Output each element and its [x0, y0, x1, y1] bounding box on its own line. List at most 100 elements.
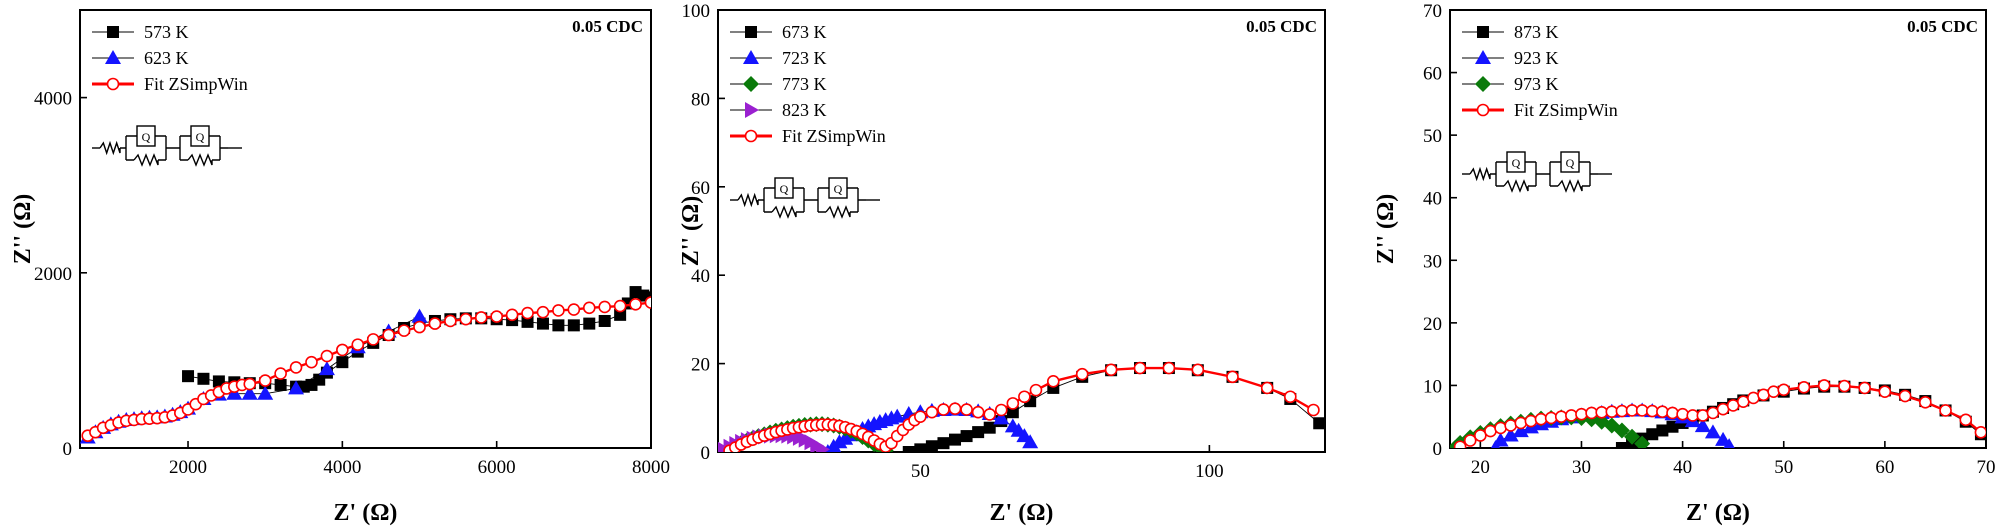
svg-text:Q: Q	[1512, 156, 1521, 170]
data-point	[889, 408, 906, 423]
x-tick-label: 40	[1673, 457, 1692, 478]
legend-label: Fit ZSimpWin	[782, 126, 886, 146]
data-point	[583, 317, 596, 330]
legend-marker	[107, 26, 119, 38]
data-point	[197, 372, 210, 385]
data-point	[960, 403, 973, 416]
data-point	[382, 328, 395, 342]
x-tick-label: 50	[911, 461, 930, 482]
legend-marker	[743, 50, 759, 64]
data-point	[1512, 423, 1529, 438]
data-point	[960, 430, 973, 443]
x-axis-title: Z' (Ω)	[334, 500, 398, 526]
svg-text:Q: Q	[780, 182, 789, 196]
data-point	[1838, 379, 1851, 393]
data-point	[1006, 397, 1020, 410]
data-point	[937, 437, 950, 450]
data-point	[182, 370, 195, 383]
legend-marker	[105, 50, 121, 64]
data-point	[1463, 434, 1477, 447]
data-point	[1133, 361, 1147, 375]
data-point	[1615, 442, 1628, 448]
y-tick-label: 30	[1423, 251, 1442, 272]
y-tick-label: 2000	[34, 264, 72, 285]
data-point	[948, 402, 962, 415]
data-point	[459, 312, 473, 326]
data-point	[1494, 421, 1507, 435]
legend-marker	[745, 26, 757, 38]
legend-label: 873 K	[1514, 22, 1559, 42]
data-point	[257, 385, 274, 400]
y-tick-label: 40	[691, 266, 710, 287]
data-area	[1450, 379, 1986, 448]
svg-text:Q: Q	[196, 130, 205, 144]
cdc-annotation: 0.05 CDC	[572, 17, 643, 36]
svg-text:Q: Q	[834, 182, 843, 196]
x-axis-title: Z' (Ω)	[1686, 500, 1750, 526]
data-point	[336, 356, 349, 369]
data-point	[1666, 420, 1679, 433]
y-tick-label: 20	[691, 355, 710, 376]
data-point	[1817, 379, 1831, 392]
data-point	[428, 317, 442, 330]
y-axis-title: Z'' (Ω)	[1373, 194, 1399, 265]
legend-marker	[744, 129, 758, 143]
y-tick-label: 0	[701, 443, 711, 464]
series-line	[187, 291, 651, 388]
x-tick-label: 100	[1195, 461, 1224, 482]
data-point	[320, 349, 334, 363]
data-point	[552, 304, 565, 317]
y-tick-label: 50	[1423, 126, 1442, 147]
data-point	[318, 361, 335, 376]
y-axis-title: Z'' (Ω)	[10, 194, 36, 265]
y-tick-label: 60	[691, 178, 710, 199]
legend-label: 923 K	[1514, 48, 1559, 68]
cdc-annotation: 0.05 CDC	[1907, 17, 1978, 36]
data-point	[1676, 407, 1689, 421]
data-point	[1696, 409, 1710, 422]
data-point	[521, 306, 534, 320]
data-point	[1704, 424, 1721, 439]
x-tick-label: 60	[1875, 457, 1894, 478]
svg-text:Q: Q	[1566, 156, 1575, 170]
data-point	[274, 367, 287, 380]
data-point	[937, 403, 950, 416]
data-point	[1656, 424, 1669, 437]
data-point	[411, 308, 428, 323]
data-point	[1524, 414, 1538, 428]
data-point	[1534, 412, 1548, 426]
data-point	[1029, 383, 1043, 397]
legend-label: 973 K	[1514, 74, 1559, 94]
x-tick-label: 8000	[632, 457, 670, 478]
data-point	[902, 446, 915, 452]
data-point	[274, 378, 287, 391]
y-tick-label: 80	[691, 89, 710, 110]
data-point	[1104, 363, 1118, 377]
data-point	[1307, 403, 1320, 417]
data-point	[490, 310, 503, 323]
cdc-annotation: 0.05 CDC	[1246, 17, 1317, 36]
data-point	[1858, 381, 1871, 395]
data-point	[505, 308, 519, 322]
data-point	[1694, 418, 1711, 433]
data-point	[413, 320, 426, 334]
y-axis-title: Z'' (Ω)	[678, 196, 704, 267]
x-tick-label: 20	[1471, 457, 1490, 478]
data-point	[598, 300, 612, 314]
data-point	[536, 317, 549, 330]
data-point	[816, 441, 831, 452]
data-point	[644, 296, 651, 309]
data-point	[994, 403, 1008, 417]
y-tick-label: 40	[1423, 189, 1442, 210]
legend-label: 673 K	[782, 22, 827, 42]
data-point	[1162, 361, 1176, 375]
plot-frame	[1449, 9, 1987, 449]
data-point	[258, 374, 272, 387]
data-point	[241, 385, 258, 400]
data-point	[1260, 381, 1274, 395]
data-point	[1474, 429, 1487, 442]
data-point	[305, 355, 318, 369]
data-area	[80, 286, 651, 444]
data-point	[971, 405, 985, 419]
chart-panel-2: 50 100 0 20 40 60 80 100 Z' (Ω) Z'' (Ω) 0.05 CDC 67…	[678, 1, 1326, 526]
